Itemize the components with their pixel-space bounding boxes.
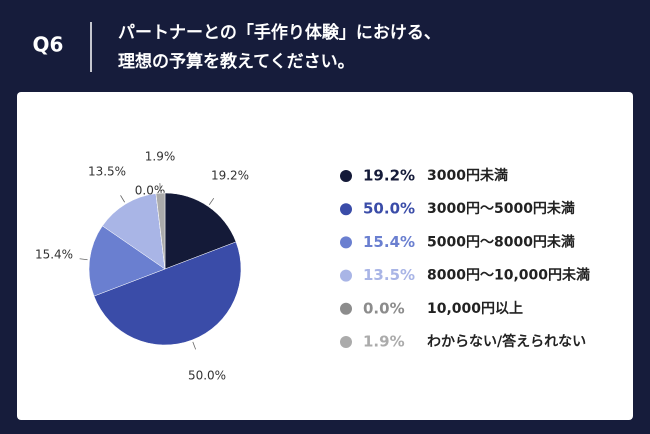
legend-marker bbox=[340, 269, 352, 282]
slice-label: 13.5% bbox=[88, 165, 126, 179]
pie-slice bbox=[155, 192, 166, 270]
leader-line bbox=[79, 258, 88, 261]
legend-label: わからない/答えられない bbox=[427, 333, 586, 350]
legend-marker bbox=[340, 236, 352, 249]
legend-value: 1.9% bbox=[363, 333, 405, 351]
legend-marker bbox=[340, 336, 352, 348]
legend-marker bbox=[340, 302, 352, 315]
leader-line bbox=[120, 195, 126, 203]
legend-marker bbox=[340, 203, 352, 216]
legend-label: 10,000円以上 bbox=[427, 301, 523, 317]
leader-line bbox=[208, 197, 215, 205]
slice-label: 1.9% bbox=[145, 150, 176, 164]
legend-value: 13.5% bbox=[363, 266, 415, 284]
legend-value: 19.2% bbox=[363, 167, 415, 185]
chart-title: パートナーとの「手作り体験」における、 bbox=[118, 22, 441, 43]
slice-label: 19.2% bbox=[211, 169, 249, 183]
slice-label: 50.0% bbox=[188, 369, 226, 383]
legend-value: 0.0% bbox=[363, 299, 405, 317]
question-label: Q6 bbox=[33, 33, 64, 57]
pie-slice bbox=[93, 241, 242, 346]
pie-slice bbox=[102, 193, 166, 270]
slice-label: 15.4% bbox=[35, 248, 73, 262]
chart-title: 理想の予算を教えてください。 bbox=[118, 51, 355, 72]
legend-label: 3000円〜5000円未満 bbox=[427, 200, 575, 217]
pie-slice bbox=[164, 192, 237, 270]
legend-value: 50.0% bbox=[363, 200, 415, 218]
legend-label: 5000円〜8000円未満 bbox=[427, 233, 575, 250]
legend-label: 8000円〜10,000円未満 bbox=[427, 267, 590, 284]
legend-label: 3000円未満 bbox=[427, 167, 508, 184]
leader-line bbox=[192, 341, 197, 350]
legend-value: 15.4% bbox=[363, 233, 415, 251]
legend-marker bbox=[340, 170, 352, 182]
pie-slice bbox=[88, 225, 166, 297]
